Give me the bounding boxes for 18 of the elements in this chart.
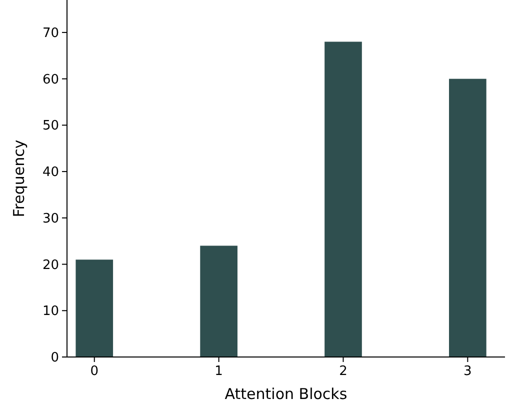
bar <box>200 246 238 357</box>
y-tick-label: 30 <box>42 211 59 226</box>
y-tick-label: 40 <box>42 165 59 180</box>
bar <box>449 78 486 357</box>
x-tick-label: 0 <box>90 364 99 379</box>
y-tick-label: 60 <box>42 72 59 88</box>
x-tick-label: 2 <box>339 364 348 379</box>
x-axis-title: Attention Blocks <box>224 385 348 403</box>
y-tick-label: 0 <box>50 350 59 366</box>
bar <box>76 260 114 357</box>
y-tick-label: 10 <box>42 304 59 320</box>
y-axis-title: Frequency <box>10 140 28 218</box>
bar <box>324 42 362 357</box>
x-tick-label: 3 <box>464 364 472 379</box>
x-tick-label: 1 <box>214 364 223 379</box>
y-tick-label: 70 <box>42 26 59 42</box>
y-tick-label: 20 <box>42 258 59 273</box>
y-tick-label: 50 <box>42 118 59 134</box>
